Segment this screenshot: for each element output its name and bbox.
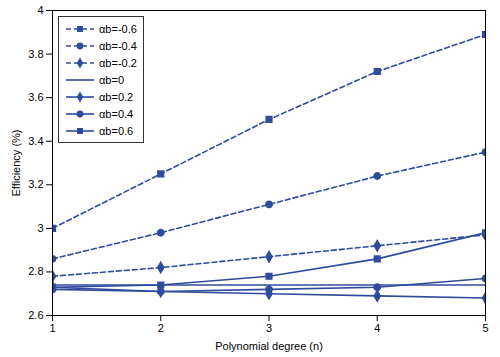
svg-text:3.6: 3.6 [28,91,43,103]
svg-text:2.6: 2.6 [28,309,43,321]
svg-text:3: 3 [266,322,272,334]
html-text:αb=-0.4: αb=-0.4 [99,39,137,52]
html-text:αb=-0.2: αb=-0.2 [99,56,137,69]
svg-text:3.2: 3.2 [28,178,43,190]
html-text:αb=0.2: αb=0.2 [99,90,134,103]
svg-text:2: 2 [158,322,164,334]
svg-text:1: 1 [49,322,55,334]
svg-text:4: 4 [37,4,43,16]
svg-text:3: 3 [37,222,43,234]
svg-text:Polynomial degree (n): Polynomial degree (n) [215,340,323,352]
html-text:αb=0.4: αb=0.4 [99,107,134,120]
svg-text:5: 5 [482,322,488,334]
svg-text:4: 4 [374,322,380,334]
svg-text:Efficiency (%): Efficiency (%) [10,129,22,196]
svg-text:3.8: 3.8 [28,48,43,60]
html-text:αb=0: αb=0 [99,73,124,86]
svg-text:3.4: 3.4 [28,135,43,147]
html-text:αb=0.6: αb=0.6 [99,124,134,137]
svg-text:2.8: 2.8 [28,265,43,277]
html-text:αb=-0.6: αb=-0.6 [99,22,137,35]
